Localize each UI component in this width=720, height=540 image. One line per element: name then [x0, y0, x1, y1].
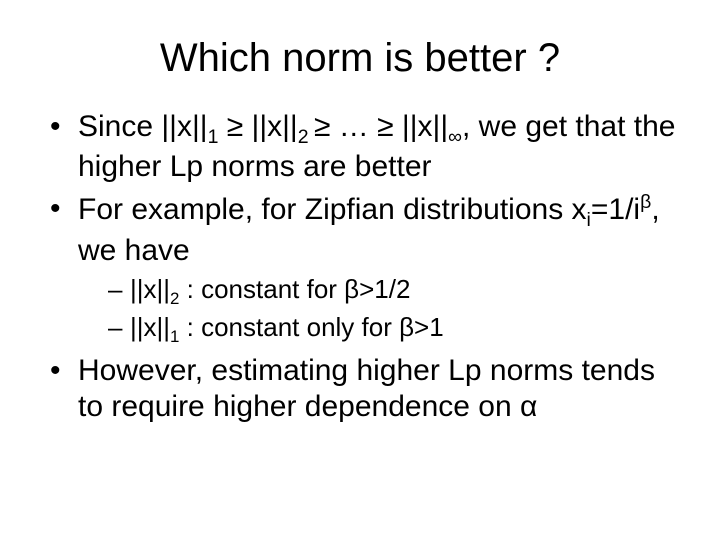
bullet-item: For example, for Zipfian distributions x… [50, 191, 680, 347]
slide-title: Which norm is better ? [40, 30, 680, 81]
slide: Which norm is better ? Since ||x||1 ≥ ||… [0, 0, 720, 540]
bullet-list: Since ||x||1 ≥ ||x||2 ≥ … ≥ ||x||∞, we g… [40, 109, 680, 425]
sub-bullet-item: ||x||1 : constant only for β>1 [108, 311, 680, 347]
bullet-item: Since ||x||1 ≥ ||x||2 ≥ … ≥ ||x||∞, we g… [50, 109, 680, 185]
sub-bullet-list: ||x||2 : constant for β>1/2||x||1 : cons… [78, 273, 680, 348]
bullet-item: However, estimating higher Lp norms tend… [50, 353, 680, 425]
sub-bullet-item: ||x||2 : constant for β>1/2 [108, 273, 680, 309]
